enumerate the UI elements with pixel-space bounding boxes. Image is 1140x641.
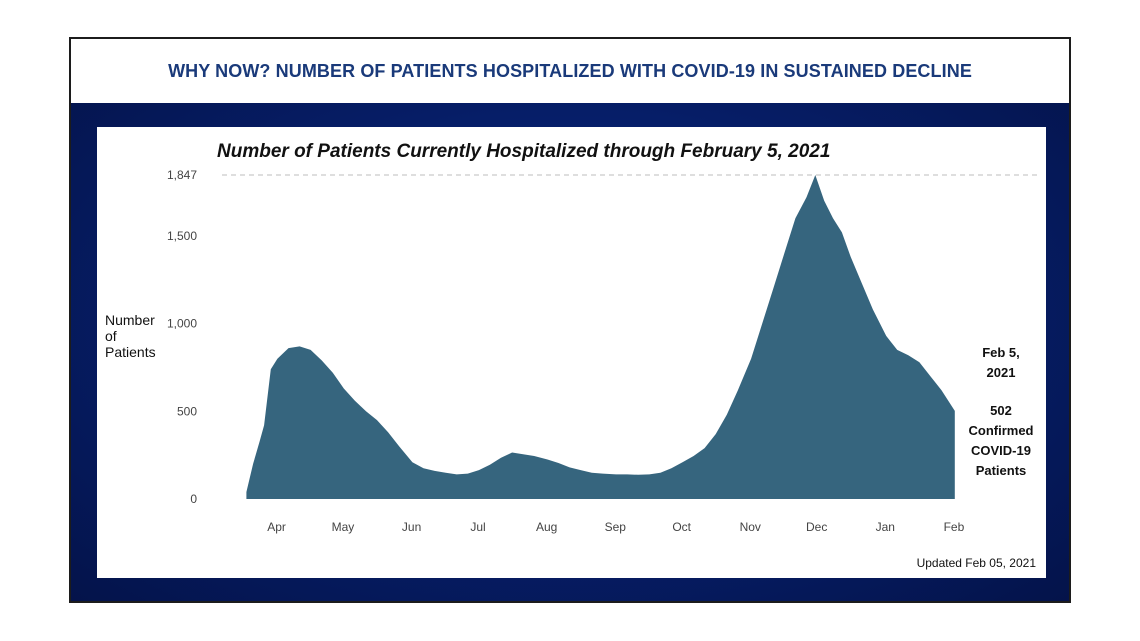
- chart-panel: Number of Patients Currently Hospitalize…: [97, 127, 1046, 578]
- x-tick-label: May: [332, 520, 355, 534]
- x-tick-label: Dec: [806, 520, 827, 534]
- x-tick-label: Feb: [944, 520, 965, 534]
- x-tick-label: Jan: [876, 520, 895, 534]
- slide: WHY NOW? NUMBER OF PATIENTS HOSPITALIZED…: [69, 37, 1071, 603]
- annotation-line: Feb 5,: [982, 345, 1020, 360]
- x-tick-label: Jul: [470, 520, 485, 534]
- slide-title: WHY NOW? NUMBER OF PATIENTS HOSPITALIZED…: [168, 60, 972, 81]
- x-tick-label: Jun: [402, 520, 421, 534]
- date-annotation: Feb 5, 2021: [955, 343, 1047, 383]
- annotation-line: Patients: [975, 463, 1027, 478]
- x-tick-label: Oct: [672, 520, 691, 534]
- y-axis-label: Number of Patients: [105, 312, 156, 360]
- chart-title: Number of Patients Currently Hospitalize…: [217, 141, 831, 162]
- y-tick-label: 0: [190, 492, 197, 506]
- y-tick-label: 1,000: [167, 317, 197, 331]
- annotation-line: 502: [990, 403, 1012, 418]
- x-tick-label: Sep: [605, 520, 627, 534]
- x-tick-label: Apr: [267, 520, 286, 534]
- y-axis-label-line: of: [105, 328, 117, 344]
- annotation-line: COVID-19: [971, 443, 1031, 458]
- y-axis-label-line: Number: [105, 312, 155, 328]
- updated-note: Updated Feb 05, 2021: [916, 556, 1036, 570]
- annotation-line: 2021: [986, 365, 1016, 380]
- hospitalized-area: [246, 175, 955, 499]
- area-chart: 0 500 1,000 1,500 1,847 Apr May Jun Jul Aug Sep Oct…: [167, 168, 1040, 534]
- x-tick-label: Nov: [740, 520, 761, 534]
- y-tick-label: 1,847: [167, 168, 197, 182]
- slide-header: WHY NOW? NUMBER OF PATIENTS HOSPITALIZED…: [71, 39, 1069, 103]
- y-axis-label-line: Patients: [105, 344, 156, 360]
- y-tick-label: 500: [177, 404, 197, 418]
- x-tick-label: Aug: [536, 520, 557, 534]
- annotation-line: Confirmed: [968, 423, 1034, 438]
- y-tick-label: 1,500: [167, 229, 197, 243]
- value-annotation: 502 Confirmed COVID-19 Patients: [955, 401, 1047, 481]
